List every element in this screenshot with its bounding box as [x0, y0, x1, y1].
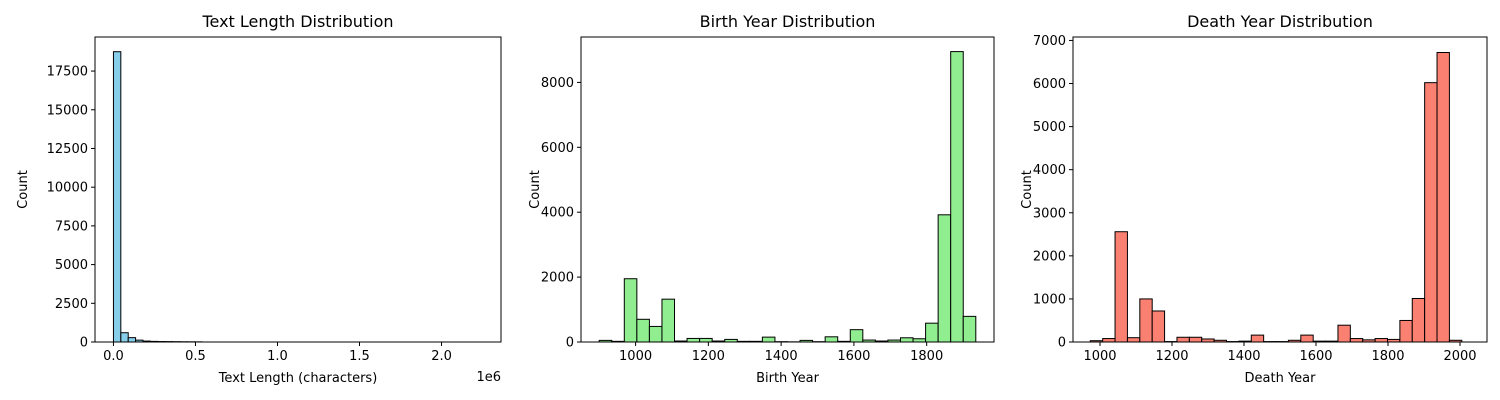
y-tick-label: 4000 — [541, 206, 574, 221]
y-tick-label: 10000 — [47, 181, 88, 196]
chart-title: Text Length Distribution — [201, 12, 393, 31]
histogram-bar — [127, 337, 137, 343]
y-tick-label: 0 — [80, 336, 88, 351]
x-tick-label: 1600 — [837, 349, 870, 364]
histogram-bar — [1102, 338, 1116, 343]
histogram-bar — [1250, 334, 1265, 343]
y-axis-label: Count — [1020, 170, 1035, 209]
histogram-bar — [937, 214, 952, 343]
axes-frame — [94, 36, 502, 343]
bar-series — [1089, 52, 1463, 343]
histogram-bar — [962, 315, 977, 343]
y-tick-label: 2000 — [1033, 249, 1066, 264]
histogram-bar — [1424, 82, 1438, 343]
y-tick-label: 0 — [566, 336, 574, 351]
y-tick-label: 1000 — [1033, 292, 1066, 307]
y-tick-label: 5000 — [1033, 120, 1066, 135]
x-tick-label: 1400 — [1227, 349, 1260, 364]
histogram-bar — [1411, 297, 1426, 343]
x-tick-label: 2000 — [1443, 349, 1476, 364]
histogram-bar — [849, 329, 864, 343]
x-axis-label: Birth Year — [756, 371, 820, 386]
y-axis-label: Count — [16, 170, 31, 209]
histogram-bar — [1374, 338, 1388, 343]
chart-title: Death Year Distribution — [1187, 12, 1373, 31]
histogram-bar — [112, 51, 122, 343]
y-tick-label: 12500 — [47, 142, 88, 157]
x-tick-label: 1200 — [692, 349, 725, 364]
y-tick-label: 17500 — [47, 65, 88, 80]
histogram-bar — [1349, 338, 1364, 343]
x-tick-label: 1.0 — [267, 349, 288, 364]
x-tick-label: 0.0 — [103, 349, 124, 364]
chart-panel-2: 1000 1200 1400 1600 1800 0 2000 4000 6000 8000 Bir… — [528, 12, 995, 386]
histogram-bar — [950, 51, 964, 343]
y-tick-label: 7500 — [55, 219, 88, 234]
histogram-bar — [1151, 310, 1166, 343]
histogram-bar — [1176, 336, 1190, 343]
y-tick-label: 5000 — [55, 258, 88, 273]
bar-series — [598, 51, 977, 343]
histogram-bar — [761, 336, 776, 343]
histogram-bar — [1126, 337, 1141, 343]
y-axis-label: Count — [528, 170, 543, 209]
y-tick-label: 6000 — [541, 141, 574, 156]
chart-panel-3: 1000 1200 1400 1600 1800 2000 0 1000 2000 3000 400… — [1020, 12, 1488, 386]
x-tick-label: 1400 — [765, 349, 798, 364]
x-tick-label: 0.5 — [185, 349, 206, 364]
x-axis-label: Text Length (characters) — [218, 371, 378, 386]
bar-series — [112, 51, 203, 343]
histogram-bar — [648, 325, 663, 343]
x-tick-label: 1800 — [1371, 349, 1404, 364]
x-tick-label: 2.0 — [431, 349, 452, 364]
histogram-bar — [1188, 336, 1203, 343]
x-axis-offset-label: 1e6 — [476, 370, 501, 385]
axes-frame — [1072, 36, 1488, 343]
y-tick-label: 15000 — [47, 103, 88, 118]
y-tick-label: 3000 — [1033, 206, 1066, 221]
axes-frame — [580, 36, 995, 343]
histogram-bar — [824, 336, 839, 343]
y-tick-label: 2000 — [541, 271, 574, 286]
y-tick-label: 2500 — [55, 297, 88, 312]
histogram-bar — [636, 318, 650, 343]
histogram-bar — [925, 322, 939, 343]
histogram-bar — [1436, 52, 1450, 343]
x-tick-label: 1200 — [1155, 349, 1188, 364]
chart-title: Birth Year Distribution — [700, 12, 876, 31]
histogram-bar — [1337, 324, 1351, 343]
x-tick-label: 1600 — [1299, 349, 1332, 364]
x-tick-label: 1.5 — [349, 349, 370, 364]
x-axis-label: Death Year — [1245, 371, 1317, 386]
histogram-bar — [1114, 231, 1128, 343]
y-tick-label: 7000 — [1033, 34, 1066, 49]
histogram-bar — [623, 278, 638, 343]
chart-panel-1: 0.0 0.5 1.0 1.5 2.0 0 2500 5000 7500 10000 12500 15… — [16, 12, 502, 386]
histogram-bar — [899, 337, 914, 343]
histogram-bar — [661, 298, 676, 343]
x-tick-label: 1000 — [619, 349, 652, 364]
histogram-bar — [1300, 334, 1314, 343]
x-tick-label: 1000 — [1083, 349, 1116, 364]
histogram-bar — [120, 332, 129, 343]
histogram-bar — [1399, 319, 1413, 343]
y-tick-label: 0 — [1058, 336, 1066, 351]
histogram-bar — [699, 337, 713, 343]
y-tick-label: 6000 — [1033, 77, 1066, 92]
histogram-bar — [1139, 298, 1153, 343]
y-tick-label: 8000 — [541, 76, 574, 91]
histogram-bar — [686, 337, 701, 343]
x-tick-label: 1800 — [910, 349, 943, 364]
y-tick-label: 4000 — [1033, 163, 1066, 178]
